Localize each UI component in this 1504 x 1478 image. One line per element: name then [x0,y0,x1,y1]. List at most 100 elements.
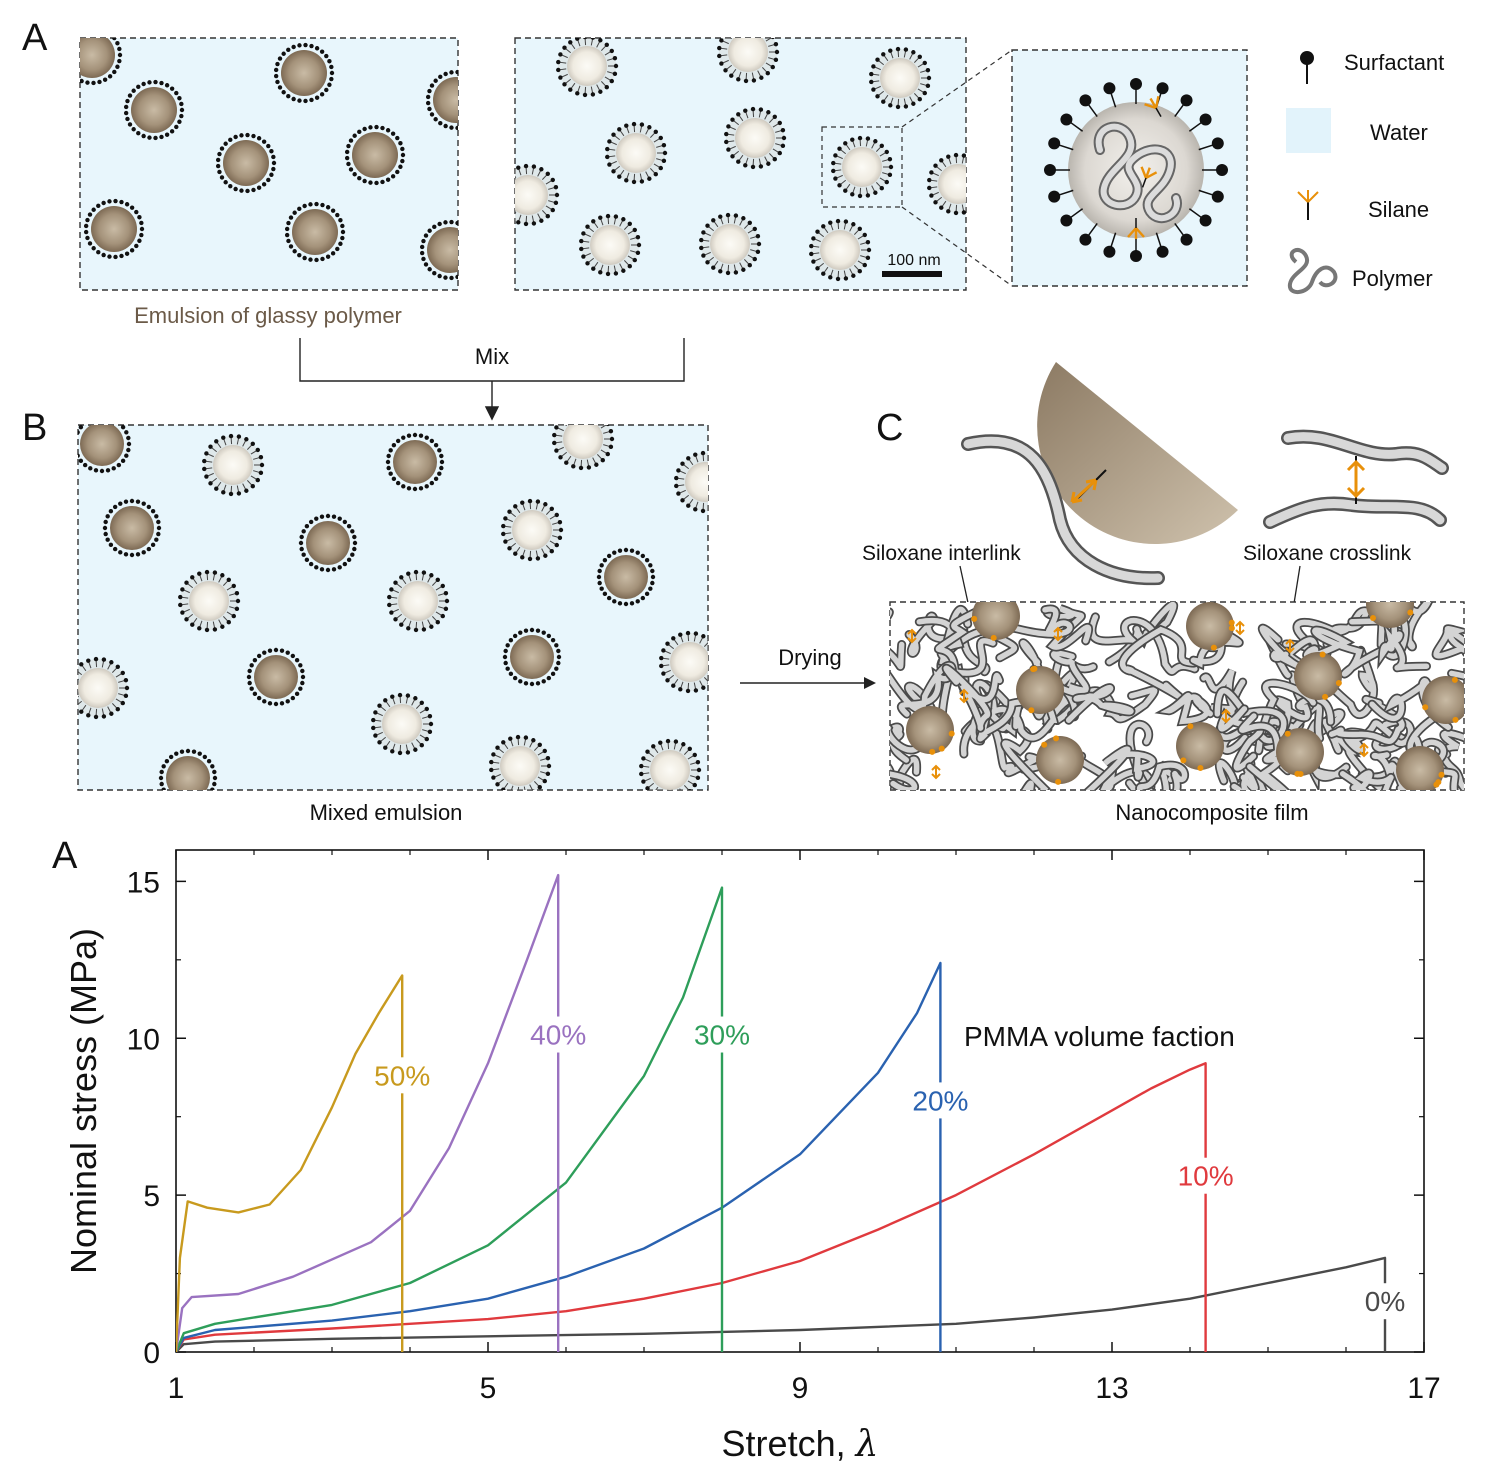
crosslink-label: Siloxane crosslink [1243,542,1412,565]
rubbery-particle [78,656,130,720]
panel-letter-b: B [22,407,47,449]
glassy-particle [298,513,358,573]
scale-bar [882,271,942,277]
series-30pct [176,886,724,1352]
film-caption: Nanocomposite film [1115,800,1308,825]
interlink-illustration [961,362,1238,586]
film-crosslink [1053,626,1063,642]
glassy-emulsion-box [79,37,459,291]
film-glassy-particle [1186,602,1234,650]
rubbery-particle [699,212,762,276]
glassy-particle [273,42,335,104]
series-label: 0% [1365,1286,1405,1317]
series-label: 10% [1178,1161,1234,1192]
y-tick-label: 15 [127,866,160,899]
film-glassy-particle [906,706,954,754]
series-10pct [176,1062,1207,1352]
film-network [890,602,1464,790]
rubbery-emulsion-box: 100 nm [514,37,967,291]
series-labels: 50% 40% 30% 20% 10% 0% [368,1016,1419,1320]
glassy-particle [425,69,458,131]
rubbery-particle [387,569,450,633]
film-glassy-particle [1294,652,1342,700]
x-tick-label: 13 [1095,1372,1128,1405]
mixed-emulsion-box [77,424,709,791]
x-tick-label: 9 [792,1372,809,1405]
glassy-particle [419,219,458,281]
x-axis-label: Stretch, λ [722,1423,879,1465]
rubbery-particle [724,106,787,170]
film-glassy-particle [1276,728,1324,776]
rubbery-particle [927,152,966,216]
series-label: 20% [912,1085,968,1116]
glassy-particle [78,425,132,474]
film-glassy-particle [1016,666,1064,714]
film-glassy-particle [1366,602,1414,628]
rubbery-particle [831,135,894,199]
series-label: 50% [374,1060,430,1091]
y-tick-label: 10 [127,1023,160,1056]
rubbery-particle [489,734,552,790]
mix-connector [299,338,685,421]
glassy-particle [102,498,162,558]
polymer-icon [1287,248,1338,294]
film-glassy-particle [1396,746,1444,790]
series-label: 40% [530,1020,586,1051]
rubbery-particle [552,425,615,471]
drying-label: Drying [778,645,842,670]
panel-letter-chart: A [52,835,78,877]
film-crosslink [1285,638,1295,654]
panel-letter-a: A [22,17,48,59]
rubbery-particle [605,121,668,185]
water-swatch [1286,108,1331,153]
film-glassy-particle [1422,676,1464,724]
rubbery-particle [515,163,560,227]
nanocomposite-film-box [889,601,1465,791]
surfactant-icon [1300,51,1314,84]
glassy-particles [80,38,458,281]
glassy-particle [502,627,562,687]
zoom-line-bottom [901,206,1013,287]
mixed-particles [78,425,708,790]
x-tick-label: 17 [1407,1372,1440,1405]
series-20pct [176,961,942,1352]
x-tick-label: 1 [168,1372,185,1405]
film-glassy-particle [972,602,1020,640]
interlink-label: Siloxane interlink [862,542,1021,565]
rubbery-particle [639,738,702,790]
x-axis-label-symbol: λ [854,1424,879,1465]
zoomed-particle [1044,78,1228,262]
film-glassy-particle [1176,722,1224,770]
glassy-caption: Emulsion of glassy polymer [134,303,402,328]
series-40pct [176,873,560,1352]
y-tick-label: 0 [143,1337,160,1370]
legend-polymer: Polymer [1352,266,1433,291]
glassy-particle [246,647,306,707]
glassy-particle [158,748,218,790]
glassy-particle [284,201,346,263]
glassy-particle [344,124,406,186]
rubbery-particle [717,38,780,84]
legend: Surfactant Water Silane Polymer [1286,50,1444,294]
series-50pct [176,974,404,1352]
glassy-particle [83,198,145,260]
rubbery-particle [202,433,265,497]
film-crosslink [1221,708,1231,724]
rubbery-particle [371,692,434,756]
drying-arrow [740,677,876,689]
x-tick-label: 5 [480,1372,497,1405]
glassy-particle [80,38,123,86]
y-tick-label: 5 [143,1180,160,1213]
panel-letter-c: C [876,407,903,449]
rubbery-particle [178,569,241,633]
scale-bar-label: 100 nm [887,252,940,269]
zoom-line-top [901,49,1013,128]
film-crosslink [1235,620,1245,636]
plot-frame [175,849,1425,1353]
film-crosslink [959,688,969,704]
zoom-selection-box [821,126,903,208]
rubbery-particle [556,38,619,98]
